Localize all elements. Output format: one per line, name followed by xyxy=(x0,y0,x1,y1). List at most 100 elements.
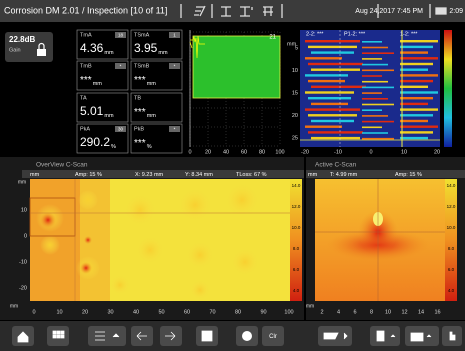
readout-value: ***mm xyxy=(134,75,156,88)
bscan-streak xyxy=(362,80,388,83)
readout-value: ***mm xyxy=(134,107,156,120)
readout-label: TB xyxy=(134,95,141,101)
bscan-streak xyxy=(362,41,382,43)
readout-unit: mm xyxy=(158,50,168,56)
readout-badge-text: * xyxy=(120,63,122,68)
scale-label: 6.0 xyxy=(293,267,300,272)
cursor-label: P1-2: *** xyxy=(344,31,366,37)
bscan-streak xyxy=(308,114,357,117)
gate-label: 21 xyxy=(269,35,276,41)
color-scale xyxy=(290,179,302,301)
x-tick-label: 2 xyxy=(320,309,323,315)
bscan-streak xyxy=(308,131,363,134)
readout-label: TSmB xyxy=(134,63,150,69)
readout-number: 4.36 xyxy=(80,41,104,55)
readout-value: 3.95mm xyxy=(134,41,168,56)
scale-label: 4.0 xyxy=(448,288,455,293)
x-tick-label: 100 xyxy=(275,149,284,155)
bscan-streak xyxy=(400,102,428,106)
cscan-icon xyxy=(323,332,348,340)
bscan-streak xyxy=(400,108,438,111)
top-icons xyxy=(180,4,447,18)
bscan-streak xyxy=(400,85,428,88)
status-bar xyxy=(22,170,304,178)
readout-number: 290.2 xyxy=(80,135,110,149)
bscan-streak xyxy=(362,69,394,72)
readout-badge-text: 1 xyxy=(173,32,176,37)
readout-label: PkB xyxy=(134,126,144,132)
cscan-blob xyxy=(186,241,214,269)
scale-label: 6.0 xyxy=(448,267,455,272)
readout-number: 5.01 xyxy=(80,104,104,118)
bscan-streak xyxy=(400,114,433,117)
scale-label: 12.0 xyxy=(447,204,456,209)
x-tick-label: 50 xyxy=(158,309,164,315)
readout-label: TA xyxy=(80,95,87,101)
top-bar xyxy=(0,0,465,22)
readout-unit: mm xyxy=(147,113,157,119)
cscan-blob xyxy=(190,280,210,300)
cscan-blob xyxy=(225,183,259,217)
x-tick-label: 0 xyxy=(369,149,372,155)
status-bar xyxy=(306,170,465,178)
bscan-streak xyxy=(400,125,438,128)
readout-unit: mm xyxy=(93,81,103,87)
cscan-blob xyxy=(136,236,164,264)
menu-button[interactable] xyxy=(88,326,126,346)
readout-box[interactable] xyxy=(76,92,129,123)
stop-icon xyxy=(201,330,213,342)
readout-number: *** xyxy=(134,75,146,86)
bscan-streak xyxy=(400,45,433,49)
x-tick-label: 20 xyxy=(82,309,88,315)
bscan-streak xyxy=(311,136,360,140)
x-tick-label: 6 xyxy=(353,309,356,315)
x-tick-label: 30 xyxy=(107,309,113,315)
readout-number: *** xyxy=(80,75,92,86)
lock-icon xyxy=(37,42,46,56)
bscan-streak xyxy=(362,103,394,106)
axis-unit: mm xyxy=(18,179,26,185)
x-tick-label: 80 xyxy=(235,309,241,315)
bscan-streak xyxy=(305,57,342,60)
bscan-streak xyxy=(362,46,388,49)
scale-label: 8.0 xyxy=(293,246,300,251)
x-tick-label: -20 xyxy=(301,149,309,155)
date-time: Aug 24,2017 7:45 PM xyxy=(355,8,423,15)
scale-label: 10.0 xyxy=(447,225,456,230)
y-tick-label: 15 xyxy=(292,90,298,96)
axis-unit: mm xyxy=(306,303,314,309)
readout-number: *** xyxy=(134,138,146,149)
x-tick-label: 16 xyxy=(434,309,440,315)
bscan-streak xyxy=(362,92,382,94)
cscan-blob xyxy=(40,212,56,228)
app-title: Corrosion DM 2.01 / Inspection [10 of 11… xyxy=(4,5,167,15)
settings-button[interactable] xyxy=(370,326,400,346)
bscan-streak xyxy=(311,119,354,123)
status-text: mm xyxy=(308,172,318,178)
color-scale xyxy=(445,179,457,301)
x-tick-label: 20 xyxy=(434,149,440,155)
menu-icon xyxy=(95,331,120,341)
x-tick-label: 10 xyxy=(385,309,391,315)
scale-label: 100 xyxy=(455,33,464,39)
x-tick-label: -10 xyxy=(334,149,342,155)
bscan-streak xyxy=(400,131,433,134)
x-tick-label: 10 xyxy=(401,149,407,155)
bscan-streak xyxy=(400,62,433,66)
cscan-blob xyxy=(78,190,98,210)
y-tick-label: 25 xyxy=(292,135,298,141)
x-tick-label: 8 xyxy=(370,309,373,315)
readout-value: ***mm xyxy=(80,75,102,88)
bscan-streak xyxy=(362,132,388,134)
status-text: mm xyxy=(30,172,40,178)
record-icon xyxy=(242,331,252,341)
scale-label: 14.0 xyxy=(292,183,301,188)
x-tick-label: 90 xyxy=(260,309,266,315)
bscan-streak xyxy=(362,52,394,54)
bscan-streak xyxy=(362,98,388,100)
readout-badge-text: 30 xyxy=(118,126,124,131)
clear-button[interactable] xyxy=(262,326,284,346)
readout-box[interactable] xyxy=(130,92,183,123)
y-tick-label: 5 xyxy=(295,45,298,51)
bscan-streak xyxy=(308,45,357,49)
